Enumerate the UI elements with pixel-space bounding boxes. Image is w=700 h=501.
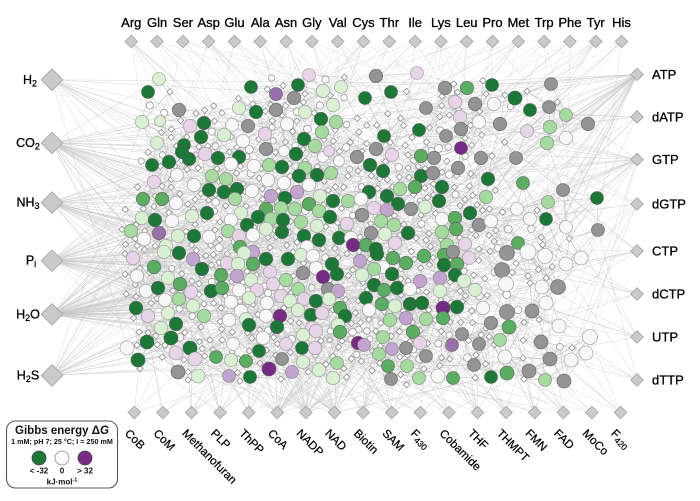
svg-text:Tyr: Tyr [587,15,606,30]
svg-text:Thr: Thr [380,15,400,30]
svg-text:Glu: Glu [224,15,244,30]
svg-text:CTP: CTP [652,244,678,259]
svg-text:Ala: Ala [251,15,271,30]
svg-text:Asp: Asp [197,15,219,30]
svg-text:dATP: dATP [652,110,684,125]
svg-text:Gln: Gln [147,15,167,30]
svg-text:UTP: UTP [652,330,678,345]
svg-text:dGTP: dGTP [652,197,686,212]
svg-text:Val: Val [329,15,347,30]
svg-text:Lys: Lys [431,15,451,30]
svg-text:> 32: > 32 [77,467,93,476]
svg-text:Pro: Pro [482,15,502,30]
svg-text:< -32: < -32 [30,467,49,476]
svg-text:1 mM; pH 7; 25 °C; I = 250 mM: 1 mM; pH 7; 25 °C; I = 250 mM [11,437,113,446]
svg-text:Leu: Leu [456,15,478,30]
svg-text:Trp: Trp [535,15,554,30]
svg-text:Met: Met [507,15,529,30]
svg-text:Cys: Cys [352,15,375,30]
svg-text:dTTP: dTTP [652,373,684,388]
svg-text:Ser: Ser [173,15,194,30]
svg-text:Asn: Asn [275,15,297,30]
svg-text:ATP: ATP [652,67,676,82]
svg-text:Arg: Arg [121,15,141,30]
svg-text:0: 0 [60,467,65,476]
svg-text:Gibbs energy ΔG: Gibbs energy ΔG [15,425,109,437]
svg-text:Phe: Phe [558,15,581,30]
svg-text:Ile: Ile [408,15,422,30]
svg-text:dCTP: dCTP [652,287,685,302]
svg-text:Gly: Gly [302,15,322,30]
svg-text:His: His [612,15,631,30]
svg-text:GTP: GTP [652,152,679,167]
